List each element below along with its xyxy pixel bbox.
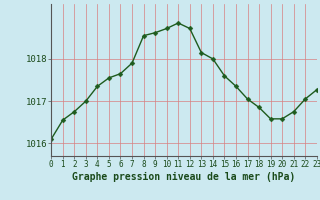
X-axis label: Graphe pression niveau de la mer (hPa): Graphe pression niveau de la mer (hPa) bbox=[72, 172, 296, 182]
